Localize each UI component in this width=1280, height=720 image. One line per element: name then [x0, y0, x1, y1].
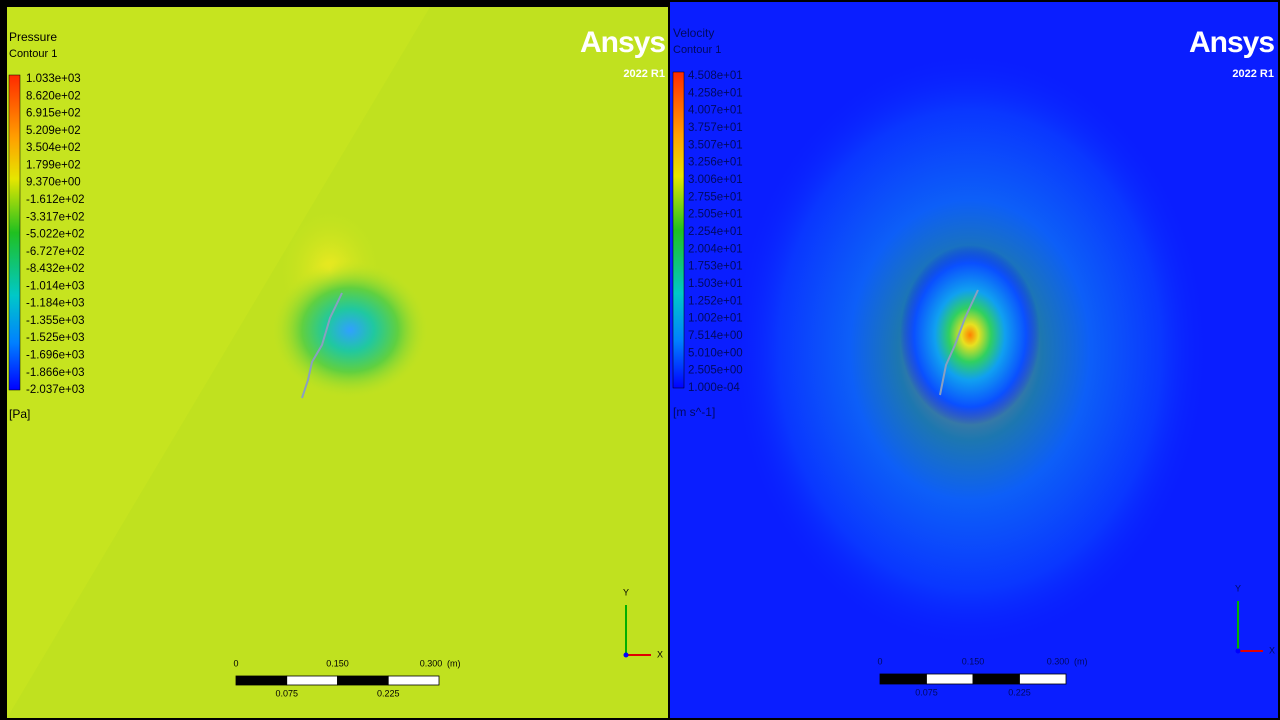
legend-label: 5.010e+00 — [688, 347, 743, 359]
legend-label: 1.753e+01 — [688, 261, 743, 273]
unit: [Pa] — [9, 407, 30, 421]
crack — [301, 292, 343, 399]
axis-origin — [623, 652, 629, 658]
legend-label: -5.022e+02 — [26, 229, 85, 241]
legend-label: 2.505e+00 — [688, 365, 743, 377]
colorbar — [672, 71, 685, 389]
scale-label: 0.225 — [1008, 687, 1031, 697]
legend-label: -1.014e+03 — [26, 280, 85, 292]
legend-label: 3.504e+02 — [26, 142, 81, 154]
scale-label: 0.075 — [915, 687, 938, 697]
logo: Ansys — [580, 26, 665, 59]
axis-label: Y — [623, 587, 629, 597]
title: Velocity — [673, 26, 714, 40]
legend-label: 3.006e+01 — [688, 174, 743, 186]
unit: [m s^-1] — [673, 405, 715, 419]
legend-label: -2.037e+03 — [26, 384, 85, 396]
title: Pressure — [9, 30, 57, 44]
scale-label: (m) — [447, 658, 461, 668]
legend-label: 3.256e+01 — [688, 157, 743, 169]
legend-label: -6.727e+02 — [26, 246, 85, 258]
legend-label: -1.866e+03 — [26, 367, 85, 379]
scale-segment — [972, 673, 1020, 685]
legend-label: 7.514e+00 — [688, 330, 743, 342]
legend-label: 9.370e+00 — [26, 177, 81, 189]
scale-label: 0.300 — [420, 658, 443, 668]
subtitle: Contour 1 — [9, 48, 57, 60]
scale-label: 0.075 — [275, 688, 298, 698]
scale-label: 0 — [877, 656, 882, 666]
scale-label: 0.225 — [377, 688, 400, 698]
legend-label: 1.033e+03 — [26, 73, 81, 85]
legend-label: -1.612e+02 — [26, 194, 85, 206]
scale-segment — [337, 675, 389, 686]
legend-label: 4.508e+01 — [688, 70, 743, 82]
legend-label: 4.007e+01 — [688, 105, 743, 117]
version: 2022 R1 — [1232, 68, 1274, 80]
legend-label: 1.252e+01 — [688, 295, 743, 307]
legend-label: -1.355e+03 — [26, 315, 85, 327]
legend-label: 4.258e+01 — [688, 87, 743, 99]
version: 2022 R1 — [623, 68, 665, 80]
scale-label: 0.150 — [326, 658, 349, 668]
legend-label: 8.620e+02 — [26, 90, 81, 102]
legend-label: 1.799e+02 — [26, 159, 81, 171]
legend-label: 2.505e+01 — [688, 209, 743, 221]
legend-label: -1.696e+03 — [26, 349, 85, 361]
legend-label: 3.757e+01 — [688, 122, 743, 134]
scale-label: 0 — [233, 658, 238, 668]
legend-label: 3.507e+01 — [688, 139, 743, 151]
scale-label: 0.300 — [1047, 656, 1070, 666]
legend-label: 1.002e+01 — [688, 313, 743, 325]
axis-origin — [1235, 648, 1241, 654]
legend-label: -8.432e+02 — [26, 263, 85, 275]
scale-label: (m) — [1074, 656, 1088, 666]
legend-label: 1.503e+01 — [688, 278, 743, 290]
scale-segment — [1019, 673, 1067, 685]
scale-segment — [879, 673, 927, 685]
axis-label: Y — [1235, 583, 1241, 593]
scale-segment — [235, 675, 288, 686]
legend-label: 6.915e+02 — [26, 108, 81, 120]
axis-label: X — [1269, 645, 1275, 655]
pressure-low — [270, 260, 430, 400]
subtitle: Contour 1 — [673, 44, 721, 56]
scale-label: 0.150 — [962, 656, 985, 666]
logo: Ansys — [1189, 26, 1274, 59]
scale-segment — [286, 675, 338, 686]
legend-label: -1.525e+03 — [26, 332, 85, 344]
legend-label: -1.184e+03 — [26, 298, 85, 310]
legend-label: 5.209e+02 — [26, 125, 81, 137]
colorbar — [8, 74, 21, 391]
crack — [939, 289, 979, 396]
axis-label: X — [657, 649, 663, 659]
velocity-core — [900, 245, 1040, 425]
legend-label: 2.004e+01 — [688, 243, 743, 255]
legend-label: -3.317e+02 — [26, 211, 85, 223]
scale-segment — [387, 675, 440, 686]
scale-segment — [926, 673, 974, 685]
legend-label: 2.254e+01 — [688, 226, 743, 238]
legend-label: 2.755e+01 — [688, 191, 743, 203]
legend-label: 1.000e-04 — [688, 382, 740, 394]
